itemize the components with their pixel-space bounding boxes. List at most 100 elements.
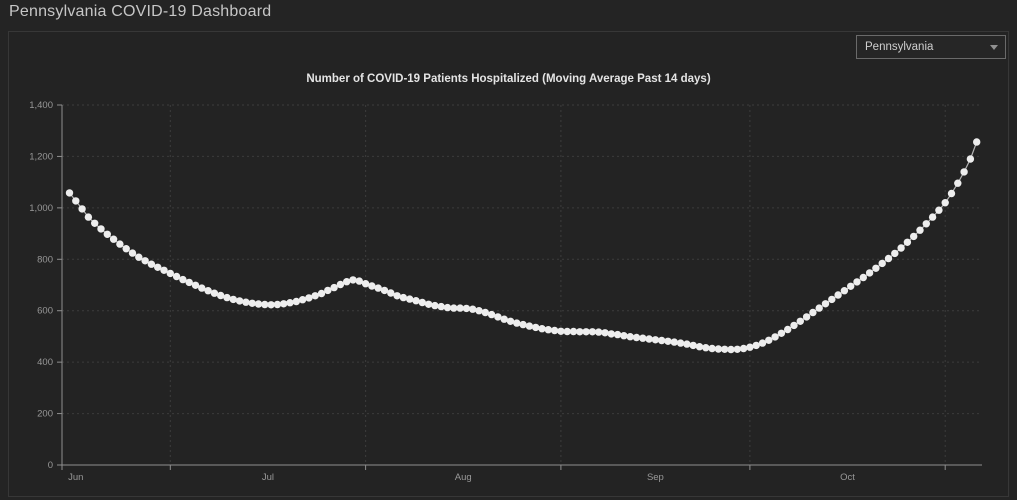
data-point[interactable]: [576, 328, 584, 336]
data-point[interactable]: [595, 328, 603, 336]
data-point[interactable]: [368, 282, 376, 290]
data-point[interactable]: [91, 219, 99, 227]
data-point[interactable]: [695, 343, 704, 351]
data-point[interactable]: [853, 278, 861, 286]
data-point[interactable]: [191, 281, 200, 289]
data-point[interactable]: [752, 341, 760, 350]
data-point[interactable]: [689, 341, 697, 350]
data-point[interactable]: [210, 289, 219, 297]
data-point[interactable]: [746, 343, 754, 351]
data-point[interactable]: [154, 263, 162, 271]
data-point[interactable]: [78, 205, 86, 213]
data-point[interactable]: [897, 244, 905, 252]
data-point[interactable]: [639, 334, 647, 342]
data-point[interactable]: [557, 327, 565, 335]
data-point[interactable]: [506, 317, 515, 325]
data-point[interactable]: [355, 277, 363, 285]
data-point[interactable]: [292, 297, 300, 306]
data-point[interactable]: [280, 300, 288, 308]
data-point[interactable]: [815, 304, 823, 312]
data-point[interactable]: [601, 329, 609, 337]
data-point[interactable]: [469, 305, 477, 313]
data-point[interactable]: [765, 336, 773, 344]
data-point[interactable]: [97, 225, 105, 233]
data-point[interactable]: [563, 327, 571, 336]
data-point[interactable]: [122, 245, 130, 253]
data-point[interactable]: [475, 307, 483, 315]
data-point[interactable]: [733, 345, 741, 353]
data-point[interactable]: [664, 337, 672, 345]
data-point[interactable]: [714, 345, 723, 353]
data-point[interactable]: [494, 313, 502, 321]
data-point[interactable]: [727, 345, 735, 354]
data-point[interactable]: [859, 273, 867, 282]
data-point[interactable]: [103, 230, 112, 238]
data-point[interactable]: [513, 319, 521, 327]
data-point[interactable]: [538, 325, 546, 333]
data-point[interactable]: [128, 249, 137, 257]
data-point[interactable]: [865, 269, 874, 277]
data-point[interactable]: [166, 269, 174, 278]
data-point[interactable]: [613, 330, 622, 339]
data-point[interactable]: [796, 317, 804, 325]
data-point[interactable]: [632, 333, 641, 342]
data-point[interactable]: [878, 259, 886, 268]
data-point[interactable]: [626, 333, 634, 341]
data-point[interactable]: [412, 297, 420, 305]
data-point[interactable]: [500, 315, 508, 323]
data-point[interactable]: [973, 138, 981, 146]
data-point[interactable]: [267, 301, 275, 309]
data-point[interactable]: [658, 336, 666, 345]
data-point[interactable]: [116, 240, 124, 248]
data-point[interactable]: [645, 335, 653, 343]
data-point[interactable]: [179, 275, 187, 284]
data-point[interactable]: [273, 300, 282, 309]
data-point[interactable]: [399, 293, 408, 302]
data-point[interactable]: [172, 272, 181, 281]
data-point[interactable]: [147, 260, 156, 268]
data-point[interactable]: [834, 291, 842, 299]
data-point[interactable]: [109, 235, 118, 243]
data-point[interactable]: [72, 197, 80, 205]
data-point[interactable]: [481, 308, 489, 317]
data-point[interactable]: [739, 344, 748, 353]
data-point[interactable]: [242, 298, 250, 306]
data-point[interactable]: [758, 339, 767, 347]
data-point[interactable]: [941, 199, 949, 207]
data-point[interactable]: [286, 299, 294, 307]
data-point[interactable]: [235, 297, 244, 305]
data-point[interactable]: [406, 295, 414, 303]
data-point[interactable]: [607, 330, 615, 338]
data-point[interactable]: [424, 300, 433, 308]
data-point[interactable]: [248, 299, 256, 307]
data-point[interactable]: [311, 292, 319, 300]
data-point[interactable]: [708, 344, 716, 353]
data-point[interactable]: [683, 340, 691, 348]
data-point[interactable]: [670, 338, 678, 346]
data-point[interactable]: [916, 226, 924, 234]
data-point[interactable]: [651, 336, 660, 344]
data-point[interactable]: [935, 206, 943, 214]
data-point[interactable]: [298, 296, 307, 304]
data-point[interactable]: [821, 300, 830, 308]
data-point[interactable]: [525, 322, 534, 330]
data-point[interactable]: [443, 303, 452, 312]
data-point[interactable]: [431, 301, 439, 310]
data-point[interactable]: [891, 249, 899, 258]
data-point[interactable]: [721, 345, 729, 353]
data-point[interactable]: [217, 291, 225, 300]
data-point[interactable]: [361, 280, 370, 288]
data-point[interactable]: [160, 266, 168, 274]
data-point[interactable]: [771, 333, 779, 341]
data-point[interactable]: [336, 280, 345, 289]
data-point[interactable]: [305, 294, 313, 302]
data-point[interactable]: [418, 298, 426, 307]
data-point[interactable]: [261, 300, 269, 309]
data-point[interactable]: [254, 300, 263, 308]
data-point[interactable]: [374, 284, 382, 292]
data-point[interactable]: [380, 286, 389, 295]
state-selector[interactable]: Pennsylvania: [856, 35, 1006, 59]
data-point[interactable]: [487, 310, 496, 319]
data-point[interactable]: [903, 238, 912, 246]
data-point[interactable]: [198, 284, 206, 292]
